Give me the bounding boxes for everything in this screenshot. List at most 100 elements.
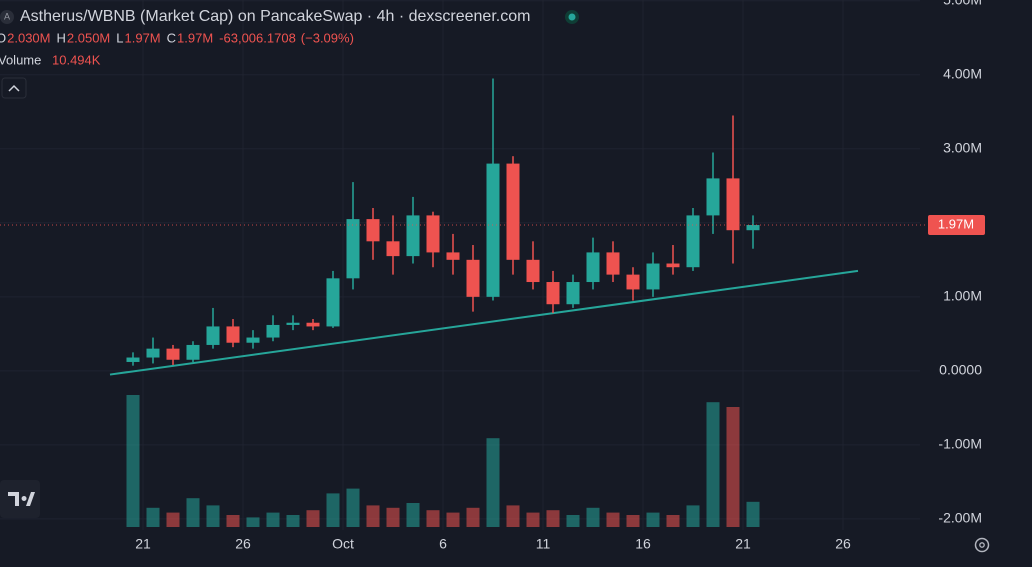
volume-bar xyxy=(206,505,220,527)
volume-bar xyxy=(246,517,260,527)
candle-body xyxy=(586,252,600,283)
status-dot xyxy=(568,13,576,21)
label-layer: -2.00M-1.00M0.00001.00M2.00M3.00M4.00M5.… xyxy=(0,0,985,552)
symbol-icon-bg xyxy=(0,10,14,24)
volume-bar xyxy=(366,505,380,527)
x-tick-label: 26 xyxy=(835,536,851,552)
volume-bar xyxy=(506,505,520,527)
volume-bar xyxy=(526,512,540,527)
candle-body xyxy=(326,278,340,327)
volume-bar xyxy=(166,512,180,527)
volume-bar xyxy=(406,503,420,527)
y-tick-label: -2.00M xyxy=(938,510,982,526)
ohlc-label: O xyxy=(0,30,6,45)
symbol-icon: A xyxy=(4,11,10,21)
volume-bar xyxy=(386,507,400,527)
volume-bar xyxy=(606,512,620,527)
volume-bar xyxy=(266,512,280,527)
volume-bar xyxy=(126,395,140,527)
volume-bar xyxy=(726,407,740,527)
volume-layer xyxy=(126,395,760,527)
logo xyxy=(8,492,35,506)
volume-legend-value: 10.494K xyxy=(52,52,101,67)
candle-layer xyxy=(109,78,859,376)
candle-body xyxy=(126,357,140,362)
volume-bar xyxy=(146,507,160,527)
candle-body xyxy=(226,326,240,343)
candle-body xyxy=(626,274,640,290)
volume-bar xyxy=(186,498,200,527)
candle-body xyxy=(266,324,280,338)
price-tag-bg xyxy=(928,215,985,236)
candle-body xyxy=(686,215,700,268)
x-tick-label: 6 xyxy=(439,536,447,552)
candle-body xyxy=(726,178,740,231)
chart-title: Astherus/WBNB (Market Cap) on PancakeSwa… xyxy=(20,8,530,25)
collapse-icon xyxy=(8,84,20,92)
candle-body xyxy=(746,225,760,231)
volume-bar xyxy=(426,510,440,527)
volume-bar xyxy=(686,505,700,527)
volume-bar xyxy=(306,510,320,527)
x-tick-label: 11 xyxy=(536,536,551,552)
volume-bar xyxy=(286,515,300,527)
candle-body xyxy=(146,348,160,358)
logo-bg xyxy=(0,480,40,518)
change: -63,006.1708 xyxy=(219,30,296,45)
candle-body xyxy=(526,259,540,283)
ohlc-value: 1.97M xyxy=(125,30,161,45)
x-tick-label: 21 xyxy=(135,536,151,552)
candle-body xyxy=(286,322,300,325)
candle-body xyxy=(186,344,200,360)
volume-bar xyxy=(566,515,580,527)
y-tick-label: 3.00M xyxy=(943,139,982,155)
candle-body xyxy=(406,215,420,257)
y-tick-label: -1.00M xyxy=(938,436,982,452)
candle-body xyxy=(706,178,720,216)
x-tick-label: 16 xyxy=(635,536,651,552)
candle-body xyxy=(166,348,180,360)
candle-body xyxy=(446,252,460,260)
volume-legend-label: Volume xyxy=(0,52,41,67)
volume-bar xyxy=(466,507,480,527)
candle-body xyxy=(366,219,380,242)
ohlc-legend: O 2.030M H 2.050M L 1.97M C 1.97M -63,006.1708 (−… xyxy=(0,30,354,45)
volume-bar xyxy=(486,438,500,527)
volume-bar xyxy=(746,501,760,527)
volume-bar xyxy=(586,507,600,527)
candle-body xyxy=(426,215,440,253)
ohlc-value: 2.030M xyxy=(7,30,50,45)
volume-bar xyxy=(666,515,680,527)
candle-body xyxy=(566,282,580,305)
x-tick-label: Oct xyxy=(332,536,354,552)
y-tick-label: 5.00M xyxy=(943,0,982,7)
candle-body xyxy=(606,252,620,275)
y-tick-label: 4.00M xyxy=(943,65,982,81)
volume-bar xyxy=(446,512,460,527)
x-tick-label: 21 xyxy=(735,536,751,552)
x-tick-label: 26 xyxy=(235,536,251,552)
volume-bar xyxy=(626,515,640,527)
ohlc-value: 2.050M xyxy=(67,30,110,45)
volume-bar xyxy=(346,488,360,527)
trendline xyxy=(109,269,859,376)
grid xyxy=(0,0,920,530)
volume-bar xyxy=(646,512,660,527)
ohlc-label: H xyxy=(57,30,66,45)
candle-body xyxy=(506,163,520,260)
candle-body xyxy=(666,263,680,268)
collapse-button[interactable] xyxy=(1,77,27,99)
volume-bar xyxy=(326,493,340,527)
candle-body xyxy=(486,163,500,297)
volume-bar xyxy=(706,402,720,527)
settings-icon xyxy=(979,542,985,548)
settings-button[interactable] xyxy=(974,537,990,553)
candle-body xyxy=(546,282,560,305)
y-tick-label: 1.00M xyxy=(943,288,982,304)
price-tag: 1.97M xyxy=(938,216,974,231)
change-pct: (−3.09%) xyxy=(301,30,354,45)
candle-body xyxy=(306,322,320,327)
volume-bar xyxy=(546,510,560,527)
